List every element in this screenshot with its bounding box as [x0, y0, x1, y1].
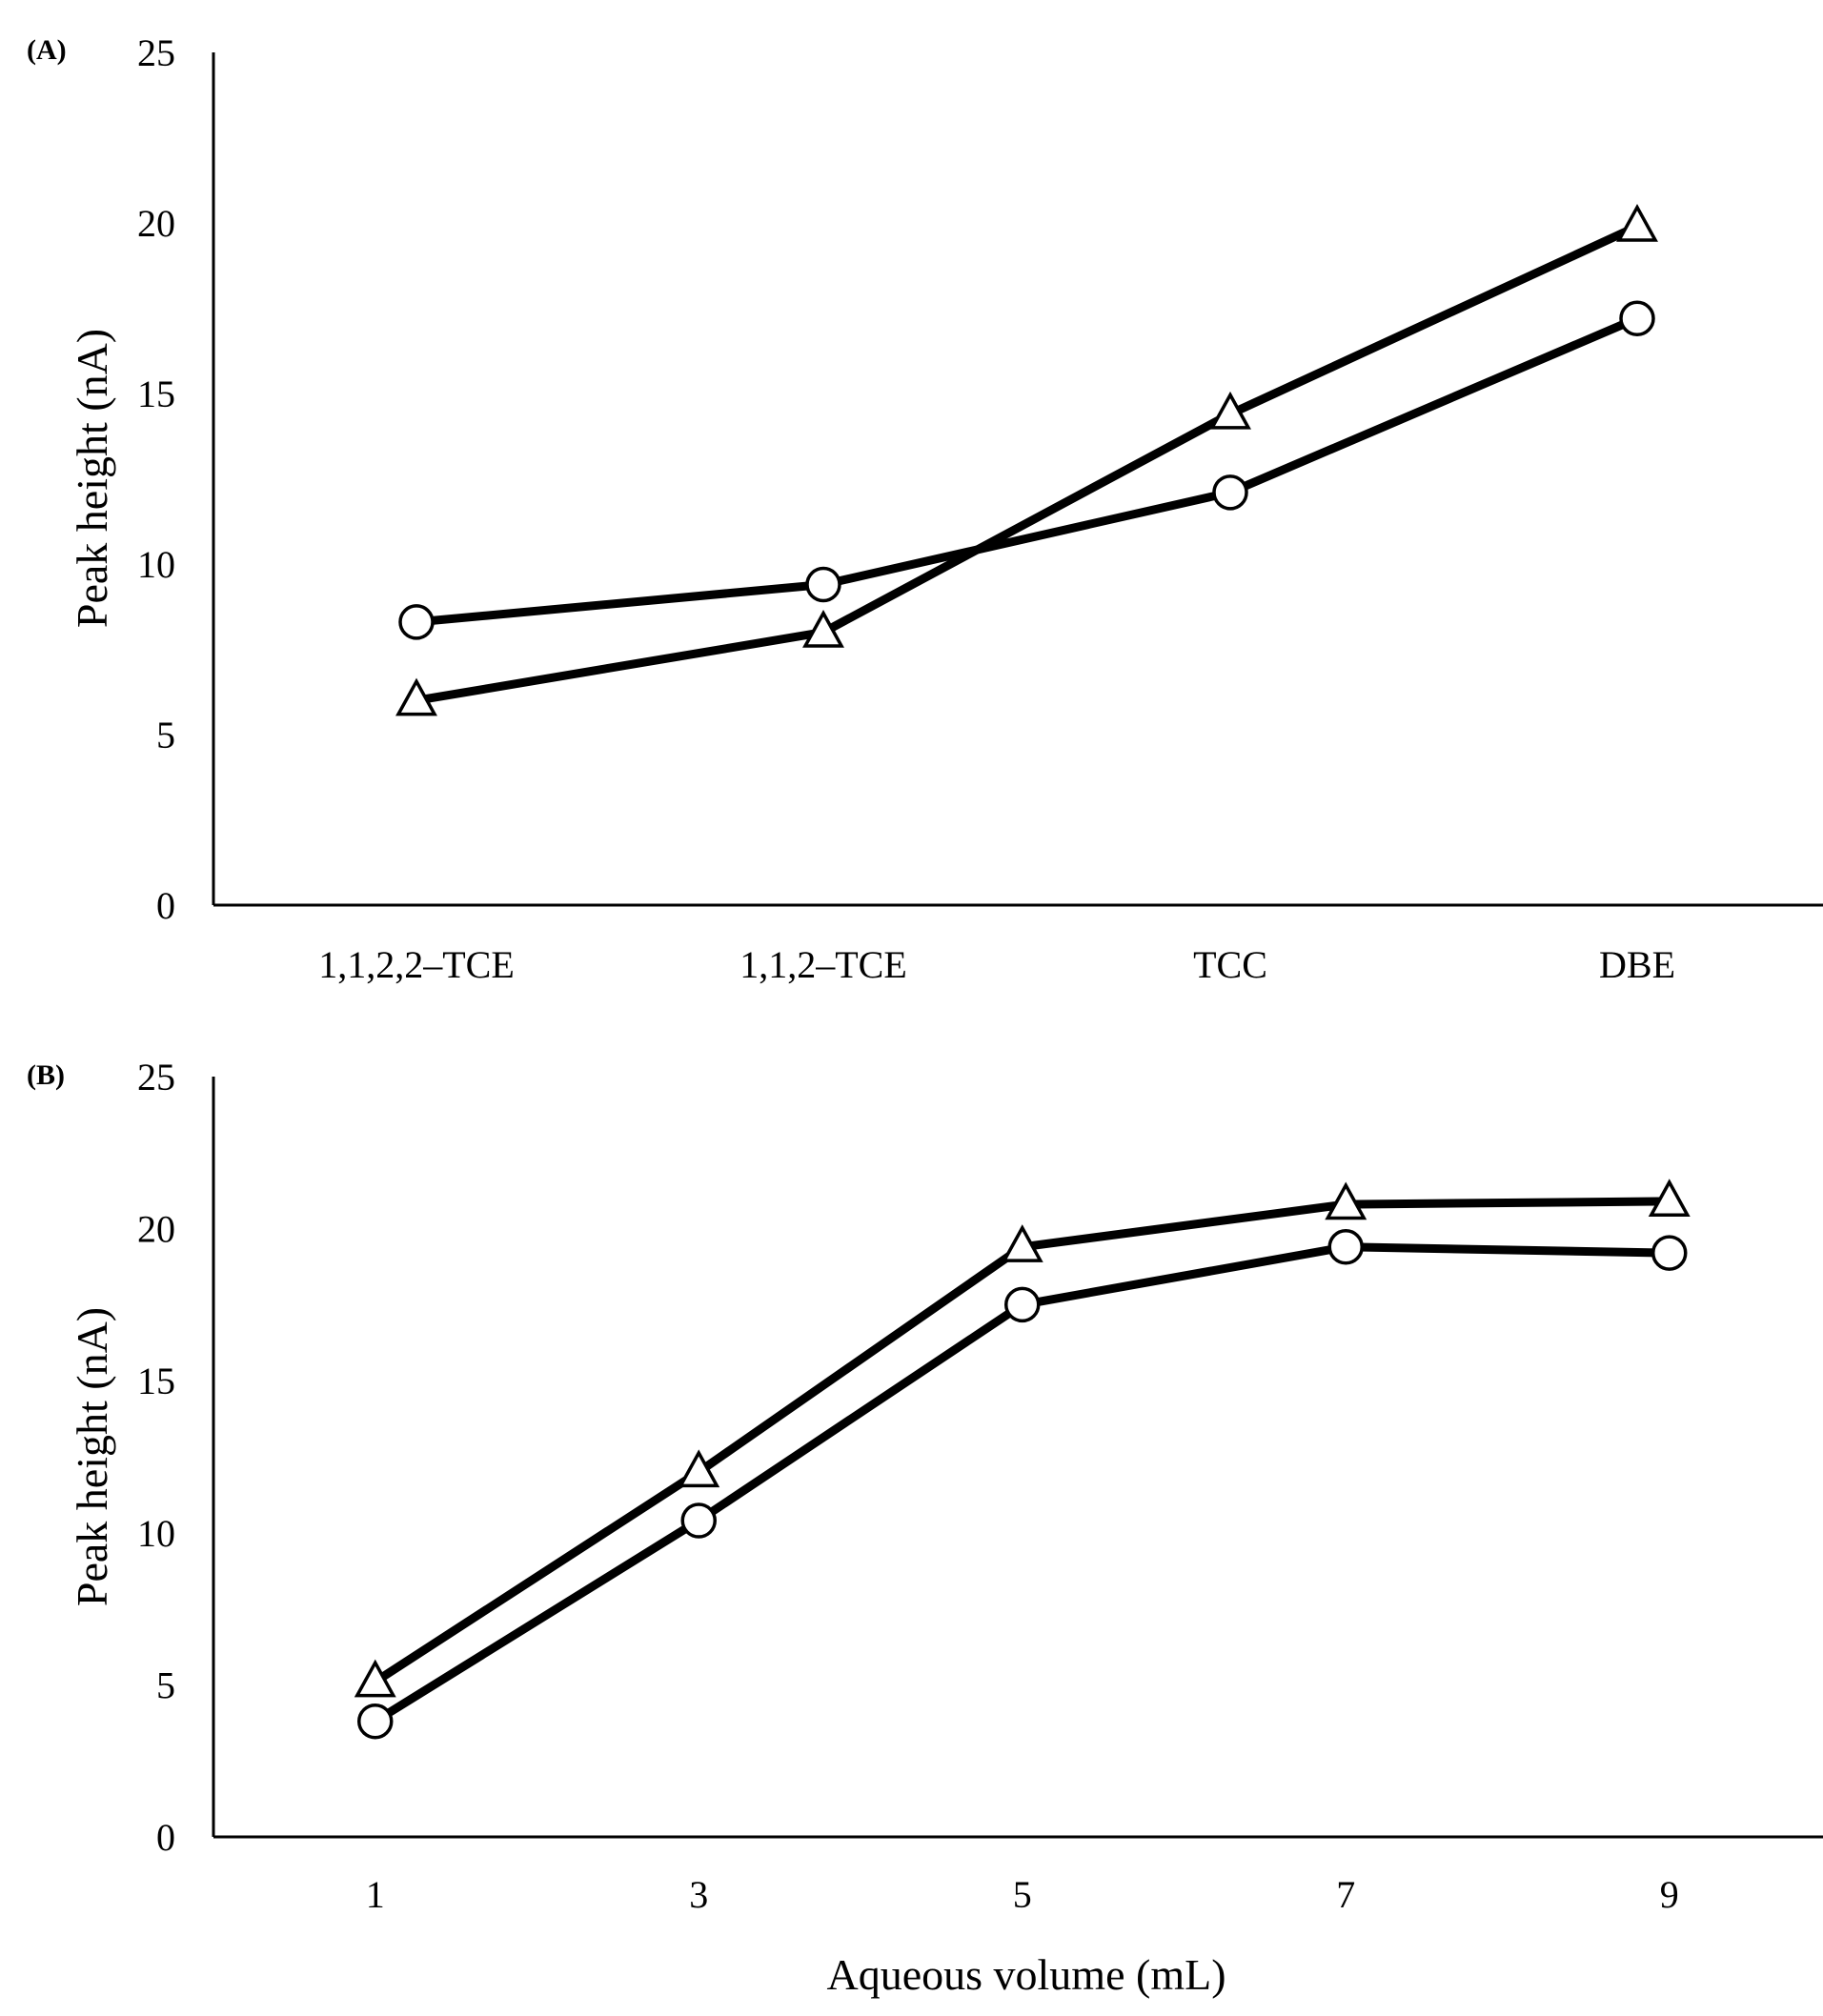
panel-b-x-tick-label: 3: [689, 1873, 708, 1916]
panel-b-triangle-point: [1325, 1181, 1367, 1220]
panel-b-y-tick-label: 15: [137, 1360, 175, 1402]
panel-a-markers: [395, 203, 1658, 716]
panel-a-circle-point: [805, 566, 841, 603]
panel-b-triangle-point: [1001, 1224, 1043, 1262]
panel-b-circle-point: [1327, 1229, 1364, 1265]
panel-b-y-title: Peak height (nA): [68, 1307, 116, 1606]
panel-a-y-tick-label: 25: [137, 31, 175, 74]
panel-b-triangle-point: [1648, 1179, 1691, 1218]
panel-a-triangle-point: [1616, 203, 1658, 242]
panel-b-y-tick-label: 5: [156, 1663, 175, 1706]
panel-a-x-tick-label: 1,1,2–TCE: [739, 943, 907, 986]
panel-a-x-tick-label: TCC: [1193, 943, 1267, 986]
panel-b-x-tick-label: 7: [1336, 1873, 1355, 1916]
panel-a-series-circle-line: [415, 314, 1639, 627]
panel-b-series-triangle-line: [373, 1197, 1670, 1685]
panel-a-circle-point: [1619, 300, 1655, 336]
panel-b-y-tick-label: 10: [137, 1512, 175, 1555]
panel-b-y-tick-label: 20: [137, 1208, 175, 1251]
panel-b-y-ticks: 0 5 10 15 20 25: [137, 1056, 175, 1859]
panel-a-series-triangle-line: [415, 222, 1639, 705]
panel-b-x-tick-label: 1: [366, 1873, 385, 1916]
panel-a-y-tick-label: 15: [137, 373, 175, 415]
panel-b-y-tick-label: 25: [137, 1056, 175, 1099]
panel-b-triangle-point: [354, 1659, 396, 1698]
panel-b-series-lines: [373, 1197, 1670, 1725]
panel-a-x-tick-label: 1,1,2,2–TCE: [318, 943, 515, 986]
panel-b: (B) Peak height (nA) Aqueous volume (mL)…: [27, 1056, 1823, 1999]
panel-a: (A) Peak height (nA) 0 5 10 15 20 25 1,1,2,2–…: [27, 31, 1823, 986]
panel-a-x-tick-label: DBE: [1599, 943, 1675, 986]
panel-b-markers: [354, 1179, 1691, 1740]
panel-a-triangle-point: [1209, 391, 1251, 430]
panel-b-circle-point: [680, 1502, 717, 1539]
panel-a-y-tick-label: 20: [137, 202, 175, 245]
panel-b-circle-point: [1651, 1235, 1688, 1271]
panel-a-triangle-point: [395, 677, 437, 716]
panel-b-y-tick-label: 0: [156, 1816, 175, 1859]
panel-a-circle-point: [1212, 474, 1248, 511]
panel-a-y-ticks: 0 5 10 15 20 25: [137, 31, 175, 927]
panel-a-label: (A): [27, 34, 67, 66]
panel-a-series-lines: [415, 222, 1639, 705]
panel-b-x-ticks: 1 3 5 7 9: [366, 1873, 1679, 1916]
panel-a-triangle-point: [802, 609, 844, 648]
panel-b-circle-point: [356, 1703, 394, 1740]
panel-b-x-title: Aqueous volume (mL): [826, 1950, 1225, 1999]
panel-a-y-tick-label: 10: [137, 543, 175, 586]
panel-b-x-tick-label: 9: [1660, 1873, 1679, 1916]
panel-a-x-ticks: 1,1,2,2–TCE 1,1,2–TCE TCC DBE: [318, 943, 1675, 986]
panel-b-circle-point: [1003, 1286, 1041, 1323]
panel-b-label: (B): [27, 1059, 65, 1091]
panel-b-x-tick-label: 5: [1013, 1873, 1032, 1916]
panel-b-triangle-point: [678, 1449, 720, 1488]
panel-a-y-tick-label: 5: [156, 714, 175, 756]
panel-a-y-title: Peak height (nA): [68, 329, 116, 628]
panel-a-y-tick-label: 0: [156, 884, 175, 927]
panel-a-circle-point: [398, 604, 435, 640]
